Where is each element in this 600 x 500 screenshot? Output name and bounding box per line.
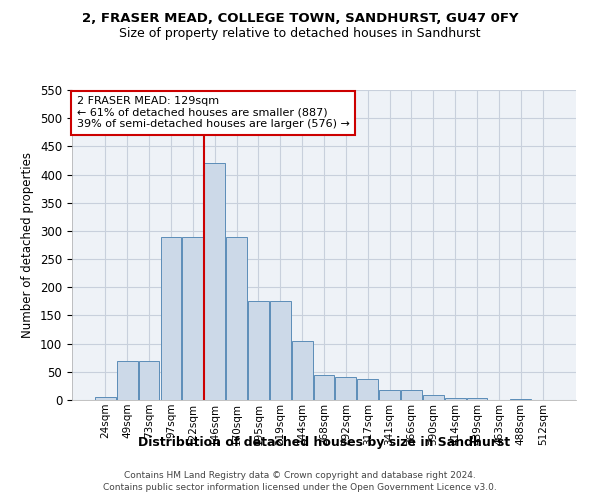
Text: Contains HM Land Registry data © Crown copyright and database right 2024.: Contains HM Land Registry data © Crown c… [124,471,476,480]
Bar [139,360,160,400]
Bar [226,236,247,400]
Bar [95,397,116,400]
Bar [117,360,137,400]
Bar [248,302,269,400]
Bar [314,374,334,400]
Bar [204,164,225,400]
Text: Contains public sector information licensed under the Open Government Licence v3: Contains public sector information licen… [103,484,497,492]
Bar [467,398,487,400]
Bar [358,378,378,400]
Text: 2, FRASER MEAD, COLLEGE TOWN, SANDHURST, GU47 0FY: 2, FRASER MEAD, COLLEGE TOWN, SANDHURST,… [82,12,518,26]
Bar [335,378,356,400]
Bar [423,396,444,400]
Bar [270,302,290,400]
Bar [379,390,400,400]
Bar [445,398,466,400]
Bar [161,236,181,400]
Bar [511,399,531,400]
Text: 2 FRASER MEAD: 129sqm
← 61% of detached houses are smaller (887)
39% of semi-det: 2 FRASER MEAD: 129sqm ← 61% of detached … [77,96,350,130]
Text: Distribution of detached houses by size in Sandhurst: Distribution of detached houses by size … [138,436,510,449]
Text: Size of property relative to detached houses in Sandhurst: Size of property relative to detached ho… [119,28,481,40]
Bar [401,390,422,400]
Bar [292,341,313,400]
Bar [182,236,203,400]
Y-axis label: Number of detached properties: Number of detached properties [22,152,34,338]
